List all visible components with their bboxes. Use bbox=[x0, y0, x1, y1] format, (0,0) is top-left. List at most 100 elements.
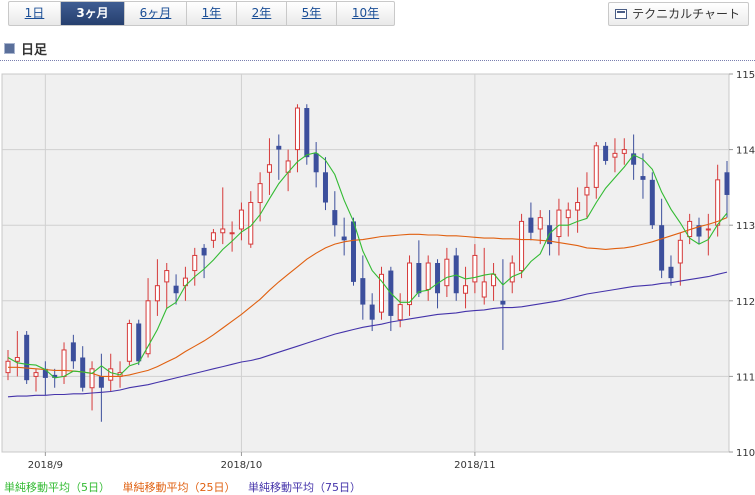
candle-body-down bbox=[500, 300, 506, 305]
candle-body-up bbox=[425, 262, 431, 290]
candle-body-down bbox=[696, 225, 702, 237]
tab-5y[interactable]: 5年 bbox=[287, 2, 337, 25]
candle-body-up bbox=[444, 258, 450, 287]
period-tabs: 1日 3ヶ月 6ヶ月 1年 2年 5年 10年 bbox=[8, 1, 395, 26]
candlestick-chart: 110 111 112 113 114 115 2018/9 2018/10 2018/11 bbox=[1, 70, 755, 471]
candle-body-down bbox=[453, 255, 459, 294]
candle-body-up bbox=[556, 209, 562, 238]
candle-body-up bbox=[33, 372, 39, 377]
candle-body-down bbox=[136, 323, 142, 362]
legend-ma5: 単純移動平均（5日） bbox=[4, 481, 110, 494]
candle-body-up bbox=[126, 322, 132, 362]
candle-body-up bbox=[621, 149, 627, 154]
candle-body-up bbox=[463, 285, 469, 294]
technical-chart-label: テクニカルチャート bbox=[632, 7, 740, 21]
y-tick-label: 114 bbox=[736, 146, 755, 157]
candle-body-up bbox=[266, 164, 272, 173]
candle-body-up bbox=[238, 209, 244, 230]
tab-1d[interactable]: 1日 bbox=[9, 2, 61, 25]
candle-body-down bbox=[98, 376, 104, 388]
x-tick-label: 2018/11 bbox=[454, 460, 496, 471]
y-tick-label: 112 bbox=[736, 297, 755, 308]
candle-body-down bbox=[304, 108, 310, 158]
candle-body-up bbox=[108, 368, 114, 381]
candle-body-up bbox=[537, 217, 543, 230]
candle-body-down bbox=[313, 153, 319, 173]
ma25-line bbox=[8, 217, 728, 377]
candle-body-down bbox=[369, 304, 375, 320]
candle-body-up bbox=[519, 220, 525, 272]
candle-body-down bbox=[724, 172, 730, 195]
candle-body-up bbox=[61, 349, 67, 377]
candle-body-up bbox=[509, 262, 515, 283]
square-bullet-icon bbox=[4, 42, 15, 54]
candle-body-up bbox=[565, 209, 571, 219]
candle-body-down bbox=[42, 368, 48, 378]
legend-ma25: 単純移動平均（25日） bbox=[122, 481, 236, 494]
candle-body-up bbox=[593, 145, 599, 188]
candle-body-up bbox=[481, 281, 487, 298]
plot-area bbox=[1, 73, 730, 453]
ma5-line bbox=[7, 152, 728, 379]
candle-body-down bbox=[659, 225, 665, 271]
candle-body-up bbox=[192, 254, 198, 272]
y-tick-label: 113 bbox=[736, 221, 755, 232]
candle-body-up bbox=[164, 270, 170, 283]
candle-body-down bbox=[52, 374, 58, 378]
candle-body-down bbox=[603, 145, 609, 161]
candle-body-down bbox=[80, 357, 86, 388]
candle-body-down bbox=[668, 266, 674, 279]
tab-2y[interactable]: 2年 bbox=[237, 2, 287, 25]
candle-body-up bbox=[379, 273, 385, 313]
y-tick-label: 115 bbox=[736, 70, 755, 81]
section-divider bbox=[0, 60, 755, 61]
technical-chart-button[interactable]: テクニカルチャート bbox=[608, 2, 749, 26]
tab-3m[interactable]: 3ヶ月 bbox=[61, 2, 125, 25]
candle-body-up bbox=[472, 254, 478, 283]
candle-body-down bbox=[24, 334, 30, 381]
y-tick-label: 110 bbox=[736, 448, 755, 459]
candle-body-down bbox=[201, 247, 207, 256]
candle-body-down bbox=[360, 278, 366, 305]
candle-body-up bbox=[397, 304, 403, 321]
section-header: 日足 bbox=[4, 39, 47, 58]
x-tick-label: 2018/10 bbox=[221, 460, 263, 471]
candle-body-down bbox=[350, 221, 356, 282]
tab-1y[interactable]: 1年 bbox=[187, 2, 237, 25]
legend-ma75: 単純移動平均（75日） bbox=[248, 481, 361, 494]
ma75-line bbox=[7, 271, 728, 398]
candle-body-up bbox=[705, 228, 711, 231]
candle-body-down bbox=[640, 176, 646, 180]
candle-body-up bbox=[154, 285, 160, 302]
chart-legend: 単純移動平均（5日） 単純移動平均（25日） 単純移動平均（75日） bbox=[4, 479, 370, 495]
candle-body-up bbox=[715, 179, 721, 226]
candle-body-down bbox=[276, 145, 282, 150]
candle-body-up bbox=[584, 186, 590, 196]
candle-body-up bbox=[248, 202, 254, 245]
candle-body-down bbox=[322, 172, 328, 203]
candle-body-down bbox=[416, 263, 422, 294]
candle-body-up bbox=[677, 239, 683, 264]
candle-body-up bbox=[14, 357, 20, 362]
candle-body-up bbox=[229, 232, 235, 235]
candle-body-up bbox=[210, 232, 216, 241]
candle-body-down bbox=[435, 263, 441, 294]
candle-body-up bbox=[145, 300, 151, 355]
candle-body-up bbox=[294, 107, 300, 151]
candle-body-down bbox=[341, 236, 347, 241]
candle-body-up bbox=[89, 368, 95, 389]
candle-body-down bbox=[649, 179, 655, 226]
candle-body-down bbox=[528, 217, 534, 233]
window-icon bbox=[615, 9, 628, 19]
y-tick-label: 111 bbox=[736, 372, 755, 383]
candle-body-up bbox=[575, 202, 581, 211]
tab-6m[interactable]: 6ヶ月 bbox=[125, 2, 187, 25]
candle-body-up bbox=[220, 228, 226, 234]
tab-10y[interactable]: 10年 bbox=[351, 6, 380, 20]
candle-body-down bbox=[631, 153, 637, 165]
candle-body-down bbox=[70, 342, 76, 362]
candle-body-up bbox=[257, 183, 263, 204]
candle-body-down bbox=[173, 285, 179, 294]
x-tick-label: 2018/9 bbox=[28, 460, 63, 471]
candle-body-up bbox=[407, 262, 413, 306]
